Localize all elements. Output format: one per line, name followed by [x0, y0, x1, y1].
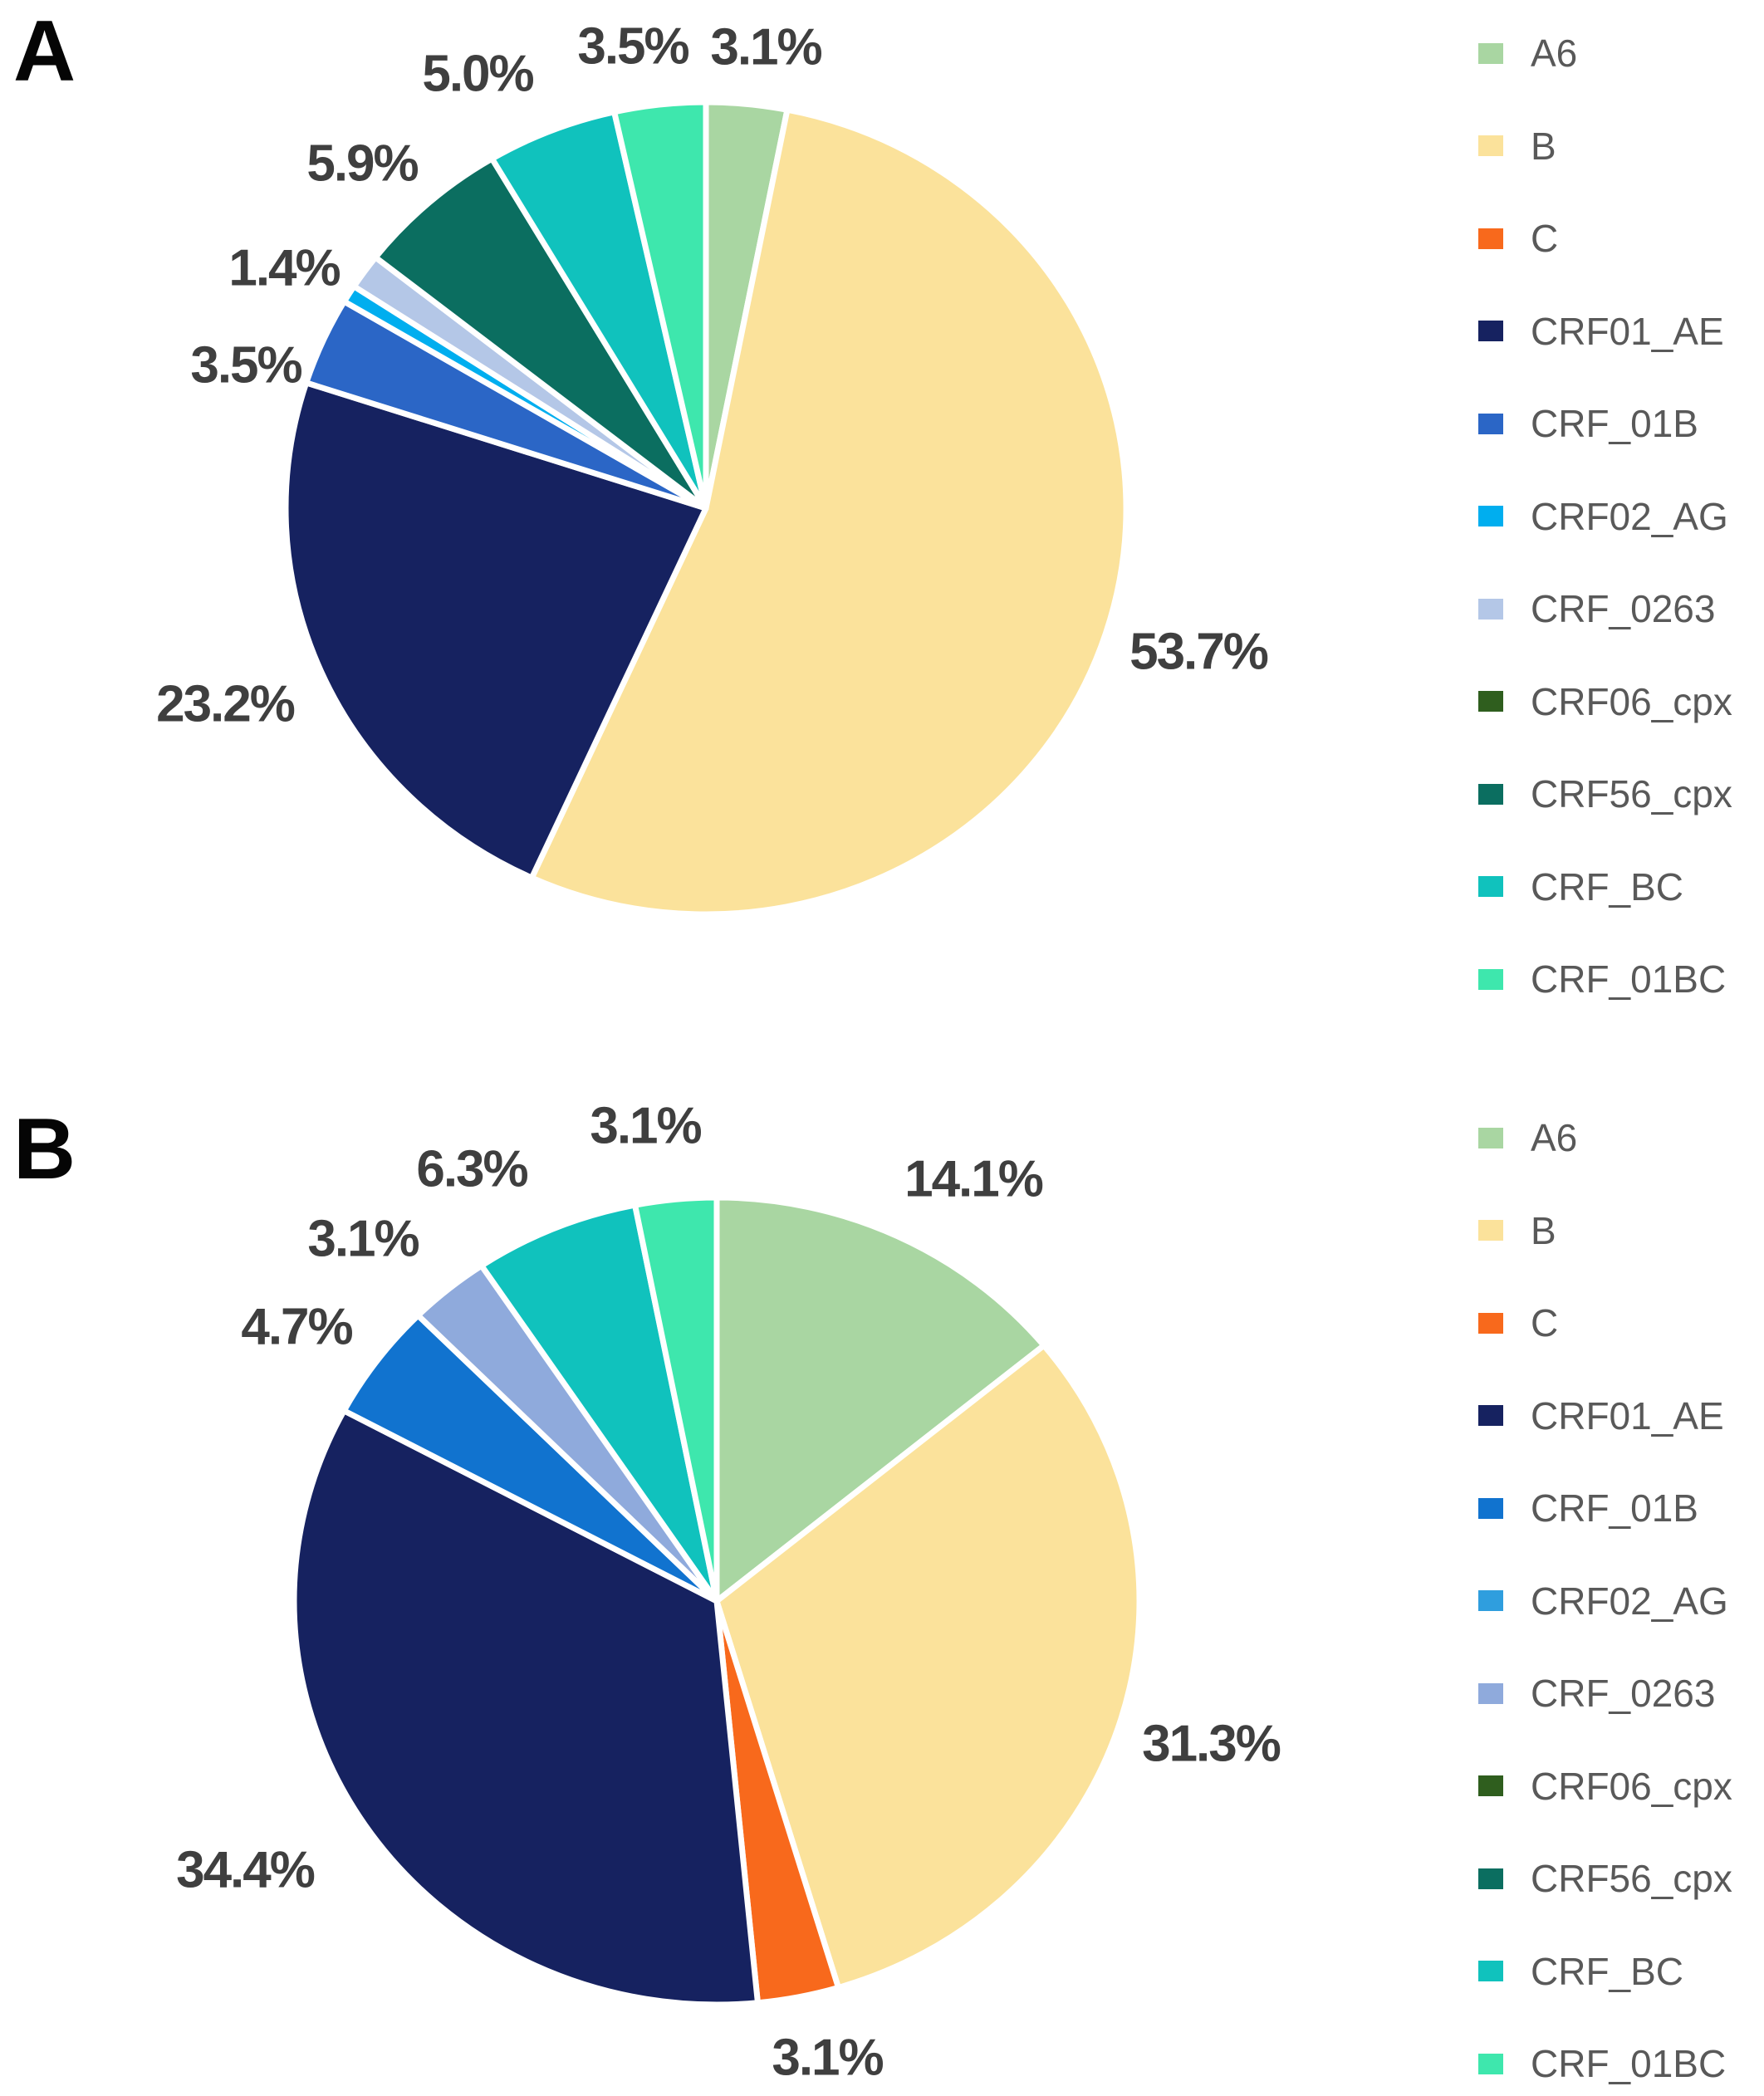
legend-swatch-crf_0263 — [1478, 1682, 1503, 1704]
legend-label-crf_01b: CRF_01B — [1531, 1486, 1698, 1530]
pie-slice-a-crf56_cpx — [372, 155, 709, 512]
pie-slice-b-crf_bc — [478, 1202, 720, 1604]
legend-item-b-crf_01b: CRF_01B — [1478, 1483, 1698, 1533]
legend-item-b-a6: A6 — [1478, 1113, 1577, 1163]
legend-label-crf_01bc: CRF_01BC — [1531, 957, 1727, 1001]
legend-swatch-crf_bc — [1478, 1961, 1503, 1981]
legend-swatch-c — [1478, 1312, 1503, 1334]
legend-item-b-c: C — [1478, 1298, 1558, 1348]
pie-slice-a-b — [528, 106, 1129, 918]
legend-item-b-crf_bc: CRF_BC — [1478, 1947, 1683, 1996]
pie-slice-b-crf_01bc — [632, 1194, 720, 1604]
legend-swatch-b — [1478, 1220, 1503, 1241]
percent-label-b-b: 31.3% — [1142, 1715, 1281, 1773]
percent-label-b-a6: 14.1% — [904, 1150, 1044, 1208]
legend-label-crf06_cpx: CRF06_cpx — [1531, 679, 1732, 723]
percent-label-b-crf_bc: 6.3% — [416, 1140, 528, 1198]
legend-swatch-crf_0263 — [1478, 598, 1503, 619]
legend-label-crf_bc: CRF_BC — [1531, 864, 1684, 908]
percent-label-a-crf_0263: 1.4% — [228, 239, 341, 297]
legend-label-c: C — [1531, 217, 1559, 260]
legend-swatch-crf_01b — [1478, 413, 1503, 434]
legend-item-a-crf_0263: CRF_0263 — [1478, 584, 1715, 634]
legend-swatch-crf06_cpx — [1478, 691, 1503, 712]
legend-label-crf_0263: CRF_0263 — [1531, 1672, 1716, 1715]
legend-swatch-c — [1478, 228, 1503, 249]
percent-label-a-b: 53.7% — [1129, 623, 1269, 681]
pie-slice-b-crf01_ae — [291, 1408, 761, 2008]
legend-item-b-crf06_cpx: CRF06_cpx — [1478, 1761, 1732, 1811]
legend-label-crf02_ag: CRF02_AG — [1531, 1579, 1728, 1623]
legend-item-a-crf_bc: CRF_BC — [1478, 862, 1683, 912]
percent-label-a-crf_01bc: 3.5% — [577, 17, 689, 76]
pie-slice-b-a6 — [713, 1194, 1047, 1604]
legend-label-crf_0263: CRF_0263 — [1531, 587, 1716, 630]
legend-swatch-b — [1478, 135, 1503, 156]
legend-item-a-crf06_cpx: CRF06_cpx — [1478, 677, 1732, 727]
legend-swatch-a6 — [1478, 42, 1503, 64]
percent-label-a-crf01_ae: 23.2% — [156, 675, 296, 733]
legend-item-b-crf_0263: CRF_0263 — [1478, 1668, 1715, 1718]
legend-swatch-crf02_ag — [1478, 506, 1503, 526]
legend-label-b: B — [1531, 124, 1556, 168]
legend-label-crf01_ae: CRF01_AE — [1531, 1393, 1724, 1437]
legend-label-crf02_ag: CRF02_AG — [1531, 494, 1728, 538]
percent-label-a-crf_bc: 5.0% — [422, 45, 534, 103]
pie-chart-a — [282, 99, 1129, 918]
legend-label-a6: A6 — [1531, 32, 1578, 75]
percent-label-a-crf56_cpx: 5.9% — [306, 135, 419, 193]
percent-label-b-c: 3.1% — [772, 2029, 884, 2087]
legend-swatch-crf_01bc — [1478, 2053, 1503, 2074]
legend-item-a-a6: A6 — [1478, 28, 1577, 78]
percent-label-b-crf_01b: 4.7% — [241, 1298, 353, 1356]
legend-swatch-crf06_cpx — [1478, 1775, 1503, 1796]
percent-label-a-a6: 3.1% — [710, 18, 822, 76]
legend-label-c: C — [1531, 1301, 1559, 1344]
legend-item-a-c: C — [1478, 213, 1558, 263]
legend-swatch-crf_01bc — [1478, 968, 1503, 990]
legend-item-a-crf56_cpx: CRF56_cpx — [1478, 769, 1732, 819]
legend-label-crf_01bc: CRF_01BC — [1531, 2042, 1727, 2085]
legend-label-crf01_ae: CRF01_AE — [1531, 309, 1724, 353]
pie-chart-b — [291, 1194, 1143, 2008]
legend-swatch-crf_01b — [1478, 1497, 1503, 1519]
legend-item-b-crf01_ae: CRF01_AE — [1478, 1391, 1724, 1441]
percent-label-b-crf_01bc: 3.1% — [590, 1097, 702, 1155]
legend-label-crf_bc: CRF_BC — [1531, 1949, 1684, 1993]
legend-swatch-crf_bc — [1478, 876, 1503, 897]
legend-label-crf06_cpx: CRF06_cpx — [1531, 1764, 1732, 1808]
percent-label-b-crf01_ae: 34.4% — [176, 1841, 316, 1899]
legend-item-b-b: B — [1478, 1206, 1556, 1256]
legend-item-b-crf02_ag: CRF02_AG — [1478, 1576, 1728, 1626]
panel-a-label: A — [13, 3, 76, 100]
pie-slice-a-crf_01bc — [611, 99, 709, 512]
legend-swatch-crf01_ae — [1478, 321, 1503, 341]
legend-swatch-crf02_ag — [1478, 1590, 1503, 1611]
legend-swatch-a6 — [1478, 1127, 1503, 1148]
legend-label-crf56_cpx: CRF56_cpx — [1531, 1857, 1732, 1900]
panel-b-label: B — [13, 1101, 76, 1197]
legend-item-b-crf_01bc: CRF_01BC — [1478, 2039, 1726, 2089]
legend-item-a-b: B — [1478, 121, 1556, 171]
legend-label-crf_01b: CRF_01B — [1531, 402, 1698, 445]
pie-slice-a-crf01_ae — [282, 380, 709, 881]
percent-label-a-crf_01b: 3.5% — [190, 336, 302, 394]
legend-swatch-crf01_ae — [1478, 1405, 1503, 1426]
legend-label-b: B — [1531, 1208, 1556, 1252]
legend-item-a-crf01_ae: CRF01_AE — [1478, 306, 1724, 356]
percent-label-b-crf_0263: 3.1% — [307, 1210, 419, 1268]
legend-label-a6: A6 — [1531, 1116, 1578, 1159]
legend-item-b-crf56_cpx: CRF56_cpx — [1478, 1854, 1732, 1903]
pie-slice-b-b — [713, 1342, 1143, 1991]
legend-item-a-crf02_ag: CRF02_AG — [1478, 492, 1728, 541]
legend-label-crf56_cpx: CRF56_cpx — [1531, 772, 1732, 815]
legend-item-a-crf_01bc: CRF_01BC — [1478, 954, 1726, 1004]
legend-item-a-crf_01b: CRF_01B — [1478, 399, 1698, 448]
legend-swatch-crf56_cpx — [1478, 783, 1503, 805]
legend-swatch-crf56_cpx — [1478, 1868, 1503, 1889]
